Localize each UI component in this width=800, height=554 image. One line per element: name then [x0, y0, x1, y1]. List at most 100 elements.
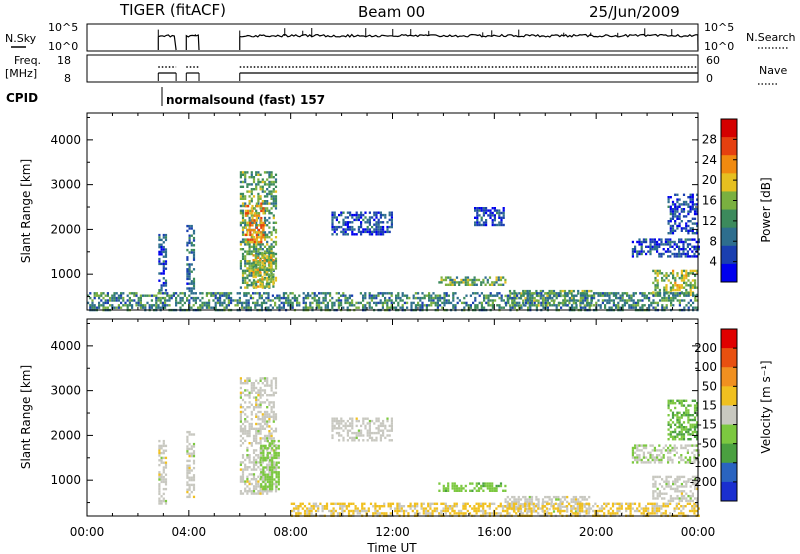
data-cell — [513, 498, 516, 501]
data-cell — [342, 221, 345, 224]
data-cell — [255, 233, 258, 237]
data-cell — [252, 271, 255, 274]
data-cell — [181, 292, 184, 295]
data-cell — [362, 213, 365, 217]
data-cell — [640, 449, 643, 452]
data-cell — [259, 386, 262, 390]
data-cell — [164, 236, 168, 239]
data-cell — [261, 285, 264, 288]
data-cell — [190, 241, 193, 245]
data-cell — [566, 294, 569, 297]
data-cell — [375, 233, 378, 236]
data-cell — [311, 296, 314, 300]
data-cell — [674, 203, 677, 206]
data-cell — [160, 243, 163, 246]
data-cell — [248, 245, 251, 248]
data-cell — [268, 183, 271, 186]
data-cell — [568, 306, 571, 309]
data-cell — [444, 507, 447, 510]
data-cell — [676, 475, 679, 479]
data-cell — [687, 279, 690, 282]
data-cell — [687, 220, 690, 223]
data-cell — [485, 301, 488, 305]
data-cell — [252, 296, 255, 300]
data-cell — [186, 483, 189, 487]
data-cell — [464, 276, 467, 279]
data-cell — [466, 276, 470, 279]
data-cell — [678, 250, 681, 253]
data-cell — [557, 294, 560, 297]
data-cell — [268, 281, 271, 284]
data-cell — [270, 245, 273, 248]
data-cell — [691, 250, 694, 253]
data-cell — [246, 406, 249, 409]
data-cell — [695, 240, 698, 244]
data-cell — [576, 502, 579, 505]
data-cell — [244, 279, 247, 282]
data-cell — [260, 202, 263, 205]
data-cell — [559, 502, 562, 505]
data-cell — [164, 306, 167, 309]
nsky-segment — [157, 34, 177, 51]
data-cell — [658, 454, 661, 457]
data-cell — [162, 471, 165, 474]
data-cell — [263, 254, 266, 257]
data-cell — [168, 296, 171, 300]
data-cell — [693, 217, 697, 220]
velocity-heatmap — [158, 377, 700, 517]
data-cell — [647, 507, 650, 510]
data-cell — [672, 284, 675, 287]
data-cell — [268, 487, 272, 491]
data-cell — [593, 292, 596, 295]
data-cell — [451, 278, 454, 282]
data-cell — [682, 250, 685, 253]
data-cell — [680, 497, 683, 500]
data-cell — [419, 296, 422, 300]
data-cell — [696, 404, 699, 407]
data-cell — [244, 226, 247, 229]
data-cell — [663, 279, 666, 282]
data-cell — [691, 461, 694, 464]
data-cell — [98, 306, 101, 309]
data-cell — [658, 490, 661, 493]
data-cell — [295, 505, 298, 508]
data-cell — [696, 414, 699, 417]
data-cell — [268, 401, 271, 404]
data-cell — [541, 301, 545, 305]
data-cell — [270, 449, 273, 452]
data-cell — [574, 510, 578, 513]
data-cell — [546, 304, 549, 307]
data-cell — [268, 470, 271, 474]
data-cell — [364, 211, 367, 214]
data-cell — [268, 418, 271, 421]
data-cell — [239, 413, 242, 416]
data-cell — [266, 394, 269, 397]
data-cell — [667, 232, 670, 235]
data-cell — [401, 292, 404, 295]
data-cell — [386, 225, 389, 229]
data-cell — [364, 294, 367, 297]
data-cell — [528, 505, 531, 508]
data-cell — [246, 468, 249, 471]
data-cell — [340, 419, 343, 423]
data-cell — [158, 236, 161, 239]
data-cell — [164, 483, 168, 486]
data-cell — [682, 426, 686, 429]
data-cell — [259, 195, 262, 198]
data-cell — [259, 432, 262, 435]
colorbar-swatch — [721, 137, 737, 156]
data-cell — [197, 296, 200, 300]
data-cell — [548, 289, 551, 293]
data-cell — [457, 509, 461, 513]
data-cell — [368, 301, 371, 305]
data-cell — [203, 301, 206, 305]
data-cell — [482, 484, 485, 488]
data-cell — [351, 213, 354, 217]
data-cell — [259, 284, 262, 287]
data-cell — [324, 306, 327, 309]
data-cell — [612, 294, 615, 297]
data-cell — [186, 471, 189, 475]
data-cell — [676, 426, 679, 429]
data-cell — [302, 296, 305, 300]
data-cell — [696, 272, 699, 275]
